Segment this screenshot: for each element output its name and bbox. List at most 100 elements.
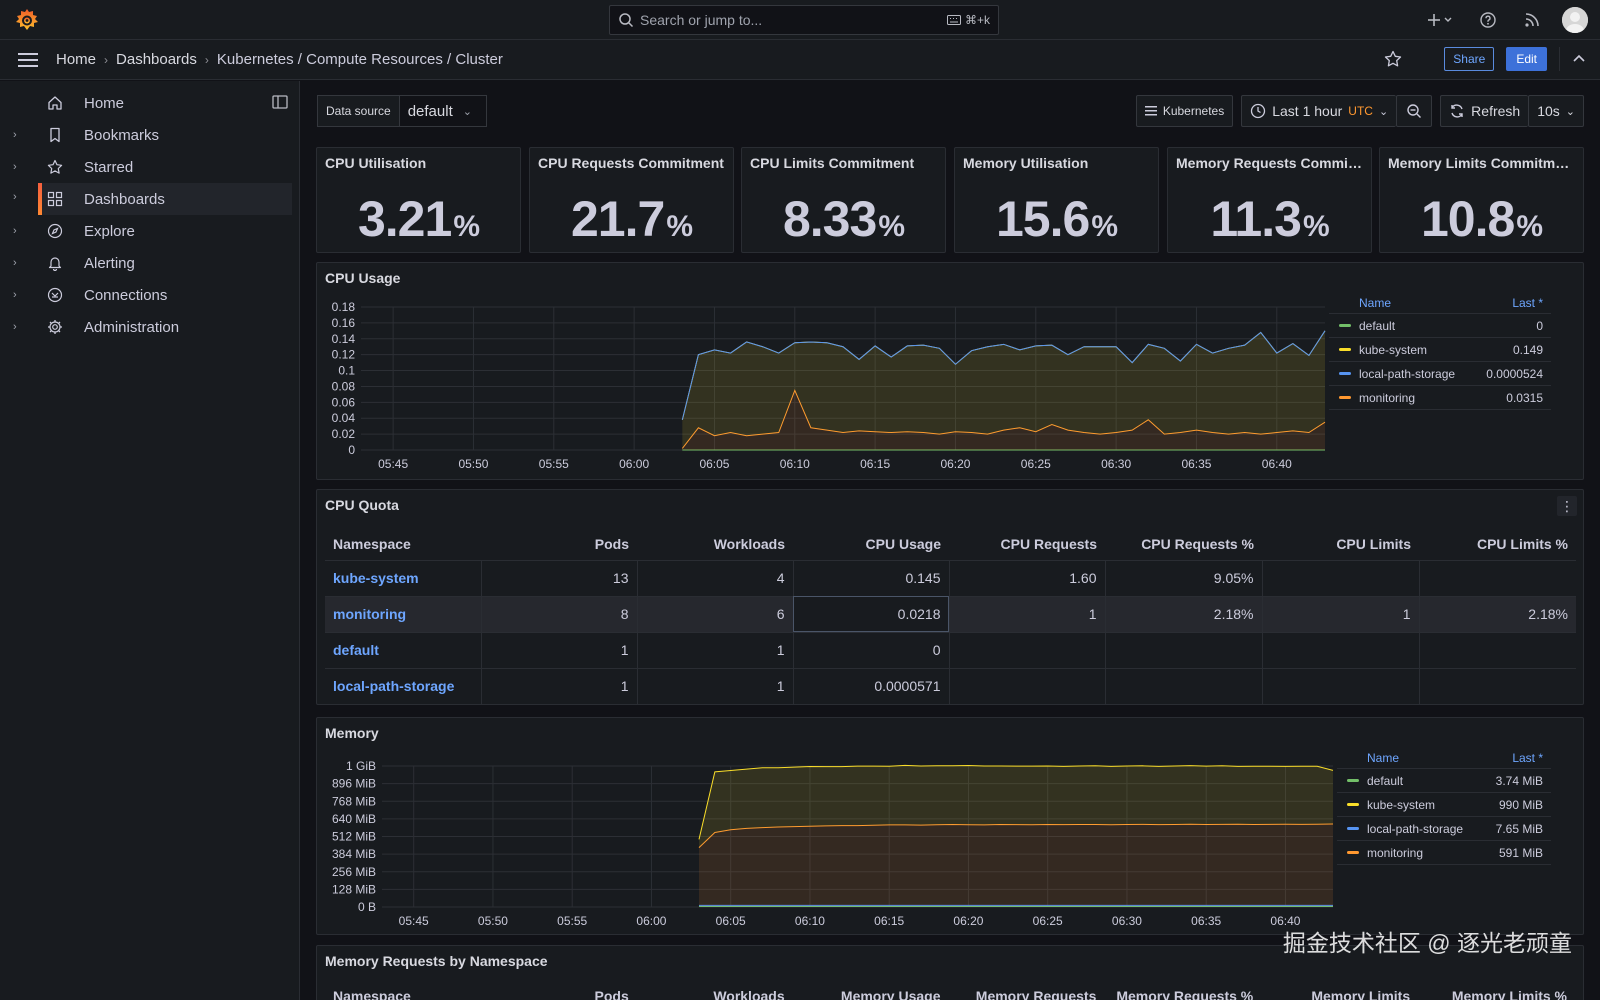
column-header[interactable]: Memory Limits %: [1451, 988, 1567, 1000]
legend-item[interactable]: default 3.74 MiB: [1337, 769, 1551, 793]
column-header[interactable]: Namespace: [325, 528, 481, 561]
legend-name-header[interactable]: Name: [1359, 295, 1392, 310]
column-header[interactable]: Namespace: [333, 988, 411, 1000]
column-header[interactable]: Memory Requests %: [1116, 988, 1254, 1000]
chevron-right-icon[interactable]: ›: [13, 257, 17, 269]
series-line-kube-system[interactable]: [698, 764, 1334, 840]
sidebar-item-explore[interactable]: › Explore: [0, 215, 300, 247]
time-range-picker[interactable]: Last 1 hour UTC ⌄: [1241, 95, 1397, 127]
namespace-link[interactable]: default: [325, 632, 482, 669]
menu-toggle-button[interactable]: [0, 40, 56, 80]
column-header[interactable]: Pods: [594, 988, 629, 1000]
table-cell: 1: [637, 668, 794, 704]
chevron-right-icon[interactable]: ›: [13, 225, 17, 237]
stat-panel-cpu-limits-commitment[interactable]: CPU Limits Commitment 8.33%: [741, 147, 946, 253]
refresh-interval-select[interactable]: 10s ⌄: [1528, 95, 1584, 127]
chevron-up-icon[interactable]: [1572, 52, 1586, 66]
stat-panel-cpu-utilisation[interactable]: CPU Utilisation 3.21%: [316, 147, 521, 253]
cpu-quota-panel[interactable]: CPU Quota ⋮ Namespace Pods Workloads CPU…: [316, 489, 1584, 705]
y-tick-label: 896 MiB: [332, 777, 376, 791]
chevron-right-icon[interactable]: ›: [13, 321, 17, 333]
zoom-out-button[interactable]: [1396, 95, 1433, 127]
kubernetes-link-button[interactable]: Kubernetes: [1135, 95, 1234, 127]
refresh-button[interactable]: Refresh: [1440, 95, 1529, 127]
share-button[interactable]: Share: [1444, 47, 1495, 71]
table-cell: 1: [481, 668, 638, 704]
table-row[interactable]: kube-system 13 4 0.145 1.60 9.05%: [325, 560, 1576, 597]
top-actions: [1422, 6, 1588, 34]
dashboard-controls: Kubernetes Last 1 hour UTC ⌄ Refresh 10s…: [1135, 95, 1584, 127]
sidebar-item-starred[interactable]: › Starred: [0, 151, 300, 183]
series-line-monitoring[interactable]: [698, 823, 1334, 848]
column-header[interactable]: CPU Limits %: [1419, 528, 1576, 561]
help-button[interactable]: [1474, 6, 1502, 34]
column-header[interactable]: Workloads: [637, 528, 793, 561]
series-line-local-path-storage[interactable]: [681, 330, 1326, 420]
namespace-link[interactable]: local-path-storage: [325, 668, 482, 704]
search-input[interactable]: Search or jump to... ⌘+k: [609, 5, 999, 35]
star-icon[interactable]: [1384, 50, 1402, 68]
legend-last-header[interactable]: Last *: [1512, 295, 1543, 310]
y-tick-label: 768 MiB: [332, 794, 376, 808]
table-row[interactable]: monitoring 8 6 0.0218 1 2.18% 1 2.18%: [325, 596, 1576, 633]
legend-item[interactable]: kube-system 990 MiB: [1337, 793, 1551, 817]
memory-requests-panel[interactable]: Memory Requests by Namespace Namespace P…: [316, 945, 1584, 1000]
datasource-value: default: [407, 102, 453, 120]
legend-item[interactable]: monitoring 0.0315: [1329, 386, 1551, 410]
chevron-right-icon[interactable]: ›: [13, 161, 17, 173]
column-header[interactable]: Workloads: [713, 988, 785, 1000]
table-row[interactable]: local-path-storage 1 1 0.0000571: [325, 668, 1576, 704]
edit-button[interactable]: Edit: [1506, 47, 1547, 71]
refresh-label: Refresh: [1471, 103, 1521, 119]
grafana-logo-icon[interactable]: [14, 7, 40, 33]
sidebar-item-home[interactable]: Home: [0, 87, 300, 119]
column-header[interactable]: CPU Limits: [1262, 528, 1419, 561]
sidebar-item-label: Dashboards: [84, 190, 165, 208]
column-header[interactable]: CPU Requests %: [1105, 528, 1262, 561]
cpu-usage-panel[interactable]: CPU Usage 0 0.02 0.04 0.06 0.08 0.1 0.12 0.14 0.…: [316, 262, 1584, 480]
table-row[interactable]: default 1 1 0: [325, 632, 1576, 669]
column-header[interactable]: Pods: [481, 528, 637, 561]
column-header[interactable]: CPU Usage: [793, 528, 949, 561]
stat-panel-memory-requests-commitment[interactable]: Memory Requests Commitment 11.3%: [1167, 147, 1372, 253]
legend-item[interactable]: monitoring 591 MiB: [1337, 841, 1551, 865]
chevron-right-icon[interactable]: ›: [13, 129, 17, 141]
panel-menu-button[interactable]: ⋮: [1557, 496, 1577, 516]
memory-chart[interactable]: 0 B 128 MiB 256 MiB 384 MiB 512 MiB 640 MiB 76…: [317, 743, 1337, 933]
memory-panel[interactable]: Memory 0 B 128 MiB 256 MiB 384 MiB 512 MiB 64…: [316, 717, 1584, 935]
series-line-monitoring[interactable]: [681, 389, 1326, 449]
breadcrumb-home[interactable]: Home: [56, 51, 97, 68]
legend-item[interactable]: local-path-storage 7.65 MiB: [1337, 817, 1551, 841]
dock-menu-icon[interactable]: [272, 94, 288, 110]
column-header[interactable]: Memory Limits: [1311, 988, 1411, 1000]
new-menu-button[interactable]: [1422, 6, 1458, 34]
namespace-link[interactable]: monitoring: [325, 596, 482, 633]
column-header[interactable]: Memory Requests: [975, 988, 1097, 1000]
cpu-usage-chart[interactable]: 0 0.02 0.04 0.06 0.080.1 0.12 0.14 0.16 0.18 05:4…: [317, 288, 1327, 478]
x-tick-label: 06:20: [953, 914, 983, 928]
chevron-right-icon[interactable]: ›: [13, 289, 17, 301]
stat-panel-memory-limits-commitment[interactable]: Memory Limits Commitment 10.8%: [1379, 147, 1584, 253]
column-header[interactable]: Memory Usage: [840, 988, 941, 1000]
legend-item[interactable]: default 0: [1329, 314, 1551, 338]
sidebar-item-administration[interactable]: › Administration: [0, 311, 300, 343]
legend-item[interactable]: local-path-storage 0.0000524: [1329, 362, 1551, 386]
sidebar-item-dashboards[interactable]: Dashboards: [38, 183, 292, 215]
y-tick-label: 0.04: [332, 411, 356, 425]
breadcrumb-dashboards[interactable]: Dashboards: [116, 51, 197, 68]
stat-panel-memory-utilisation[interactable]: Memory Utilisation 15.6%: [954, 147, 1159, 253]
table-cell: [1419, 560, 1576, 597]
chevron-right-icon[interactable]: ›: [13, 191, 17, 203]
legend-name-header[interactable]: Name: [1367, 750, 1400, 765]
stat-panel-cpu-requests-commitment[interactable]: CPU Requests Commitment 21.7%: [529, 147, 734, 253]
sidebar-item-connections[interactable]: › Connections: [0, 279, 300, 311]
column-header[interactable]: CPU Requests: [949, 528, 1105, 561]
legend-last-header[interactable]: Last *: [1512, 750, 1543, 765]
sidebar-item-alerting[interactable]: › Alerting: [0, 247, 300, 279]
sidebar-item-bookmarks[interactable]: › Bookmarks: [0, 119, 300, 151]
avatar[interactable]: [1562, 7, 1588, 33]
datasource-select[interactable]: default ⌄: [398, 95, 487, 127]
legend-item[interactable]: kube-system 0.149: [1329, 338, 1551, 362]
namespace-link[interactable]: kube-system: [325, 560, 482, 597]
news-button[interactable]: [1518, 6, 1546, 34]
